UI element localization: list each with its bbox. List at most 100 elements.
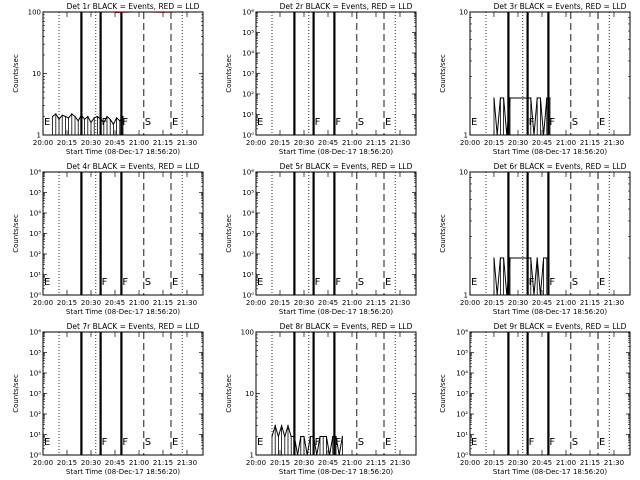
marker-label-e: E <box>471 277 477 288</box>
y-tick-label: 10² <box>29 411 41 419</box>
y-tick-label: 10⁰ <box>29 292 41 300</box>
x-tick-label: 20:00 <box>460 299 480 307</box>
marker-label: F <box>122 117 128 128</box>
x-tick-label: 21:00 <box>556 299 576 307</box>
marker-label: F <box>529 117 535 128</box>
x-tick-label: 21:30 <box>390 139 410 147</box>
x-tick-label: 21:15 <box>153 459 173 467</box>
y-tick-label: 10⁵ <box>456 349 468 357</box>
data-point-events <box>509 257 511 259</box>
marker-label: S <box>572 437 578 448</box>
x-tick-label: 20:30 <box>81 299 101 307</box>
y-axis-label: Counts/sec <box>439 214 447 253</box>
data-point-events <box>313 435 315 438</box>
x-tick-label: 20:00 <box>246 139 266 147</box>
y-tick-label: 10⁰ <box>242 292 254 300</box>
marker-label: S <box>358 437 364 448</box>
marker-label: E <box>599 117 605 128</box>
data-point-events <box>546 257 548 259</box>
data-point-events <box>543 257 545 259</box>
plot-frame <box>255 331 417 456</box>
y-tick-label: 10¹ <box>29 431 41 439</box>
y-tick-label: 10⁰ <box>29 452 41 460</box>
plot-frame <box>469 171 631 296</box>
data-point-events <box>503 97 505 99</box>
x-tick-label: 20:15 <box>484 459 504 467</box>
y-axis-label: Counts/sec <box>12 374 20 413</box>
x-tick-label: 21:00 <box>129 139 149 147</box>
y-tick-label: 10 <box>245 390 254 398</box>
y-tick-label: 10¹ <box>29 271 41 279</box>
x-tick-label: 20:15 <box>270 299 290 307</box>
marker-label: E <box>385 117 391 128</box>
marker-label: F <box>315 437 321 448</box>
y-tick-label: 10 <box>459 9 468 17</box>
x-tick-label: 21:15 <box>580 139 600 147</box>
plot-frame <box>469 331 631 456</box>
data-point-events <box>96 115 98 118</box>
x-axis-label: Start Time (08-Dec-17 18:56:20) <box>66 148 180 156</box>
y-tick-label: 10³ <box>456 390 468 398</box>
y-tick-label: 10³ <box>242 230 254 238</box>
series-events <box>493 97 550 136</box>
y-tick-label: 10¹ <box>242 111 254 119</box>
data-point-events <box>106 115 108 118</box>
data-point-events <box>341 435 343 438</box>
y-axis-label: Counts/sec <box>12 214 20 253</box>
y-tick-label: 10² <box>29 251 41 259</box>
marker-label: F <box>122 437 128 448</box>
x-axis-label: Start Time (08-Dec-17 18:56:20) <box>493 308 607 316</box>
x-tick-label: 20:15 <box>270 139 290 147</box>
data-point-events <box>322 435 324 438</box>
x-tick-label: 20:45 <box>105 459 125 467</box>
x-axis-label: Start Time (08-Dec-17 18:56:20) <box>493 468 607 476</box>
x-tick-label: 20:45 <box>318 299 338 307</box>
x-tick-label: 21:00 <box>556 459 576 467</box>
marker-label: E <box>385 437 391 448</box>
y-axis-label: Counts/sec <box>12 54 20 93</box>
data-point-events <box>281 425 283 427</box>
plot-frame <box>42 331 204 456</box>
x-tick-label: 21:30 <box>390 459 410 467</box>
y-tick-label: 10⁴ <box>29 370 41 378</box>
y-tick-label: 10⁶ <box>242 9 254 17</box>
data-point-events <box>277 435 279 438</box>
panel-det-6: Det 6r BLACK = Events, RED = LLD 1 10 Count… <box>439 162 631 316</box>
y-tick-label: 10⁴ <box>242 50 254 58</box>
data-point-events <box>87 115 89 118</box>
y-tick-label: 10⁶ <box>242 169 254 177</box>
marker-label: F <box>529 437 535 448</box>
panel-title: Det 4r BLACK = Events, RED = LLD <box>67 162 200 171</box>
panel-det-5: Det 5r BLACK = Events, RED = LLD 10⁰ 10¹ 10… <box>225 162 417 316</box>
y-tick-label: 10⁰ <box>242 132 254 140</box>
data-point-events <box>319 435 321 438</box>
marker-label: S <box>145 277 151 288</box>
data-point-events <box>74 115 76 118</box>
x-tick-label: 21:15 <box>153 299 173 307</box>
y-tick-label: 1 <box>464 132 468 140</box>
data-point-events <box>93 117 95 119</box>
data-point-events <box>493 97 495 99</box>
x-tick-label: 20:00 <box>33 299 53 307</box>
x-tick-label: 21:00 <box>129 459 149 467</box>
panel-det-3: Det 3r BLACK = Events, RED = LLD 1 10 Count… <box>439 2 631 156</box>
marker-label: F <box>549 437 555 448</box>
data-point-events <box>530 97 532 99</box>
x-tick-label: 20:30 <box>508 459 528 467</box>
y-tick-label: 10⁶ <box>29 329 41 337</box>
panel-title: Det 7r BLACK = Events, RED = LLD <box>67 322 200 331</box>
series-events <box>493 257 547 296</box>
data-point-events <box>80 114 82 116</box>
y-tick-label: 10² <box>242 251 254 259</box>
x-tick-label: 20:45 <box>532 299 552 307</box>
data-point-events <box>103 121 105 124</box>
x-axis-label: Start Time (08-Dec-17 18:56:20) <box>493 148 607 156</box>
x-tick-label: 21:30 <box>177 299 197 307</box>
marker-label: E <box>172 277 178 288</box>
marker-label-e: E <box>471 117 477 128</box>
marker-label: F <box>335 277 341 288</box>
marker-label-e: E <box>471 437 477 448</box>
y-tick-label: 10 <box>32 70 41 78</box>
x-tick-label: 21:30 <box>177 139 197 147</box>
